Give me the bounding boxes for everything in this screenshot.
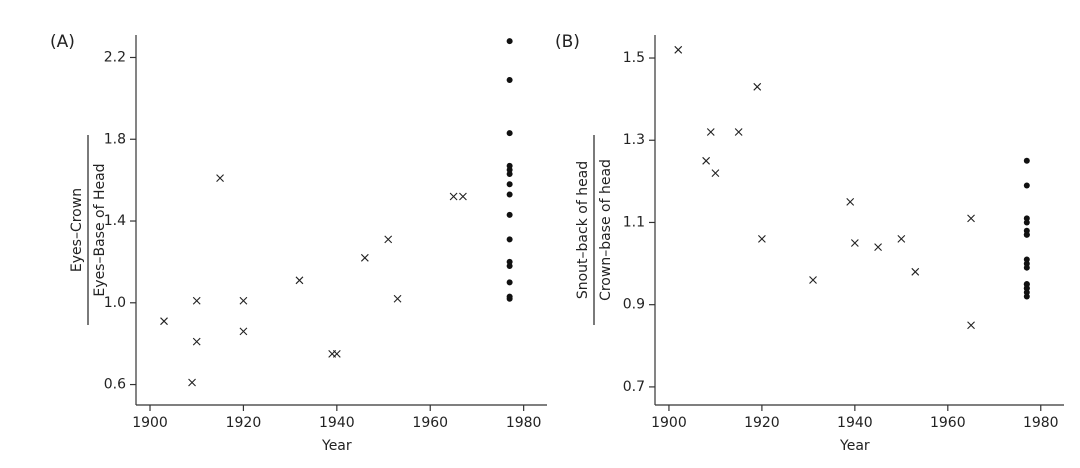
data-point: [1023, 227, 1030, 234]
data-point: [1023, 260, 1030, 267]
y-tick-label: 0.7: [623, 379, 645, 395]
data-point: [506, 191, 513, 198]
y-tick-label: 0.9: [623, 297, 645, 313]
x-tick-label: 1900: [651, 415, 687, 431]
data-point: [874, 243, 882, 252]
x-tick-label: 1980: [506, 415, 542, 431]
data-point: [216, 174, 224, 182]
data-point: [459, 192, 467, 201]
data-point: [911, 267, 920, 276]
x-tick-label: 1940: [837, 415, 873, 431]
data-point: [239, 327, 248, 336]
data-point: [1023, 157, 1030, 164]
data-point: [897, 235, 906, 243]
data-point: [734, 128, 743, 136]
data-point: [506, 130, 513, 137]
panel: (B) Year Snout–back of head Crown–base of h…: [555, 32, 1064, 454]
data-point: [1023, 289, 1030, 296]
data-point: [1023, 285, 1030, 292]
panel-label: (A): [50, 32, 75, 52]
data-point: [1023, 293, 1030, 300]
x-tick-label: 1960: [412, 415, 448, 431]
data-point: [192, 296, 201, 305]
y-tick-label: 0.6: [104, 377, 126, 393]
data-point: [758, 235, 766, 243]
y-label-numerator: Snout–back of head: [575, 161, 591, 299]
y-tick-label: 1.4: [104, 213, 126, 229]
data-point: [967, 321, 975, 330]
data-point: [674, 45, 683, 54]
data-point: [809, 276, 817, 284]
x-tick-label: 1940: [319, 415, 355, 431]
y-axis-label: Snout–back of head Crown–base of head: [575, 135, 614, 325]
y-label-numerator: Eyes–Crown: [69, 188, 85, 272]
data-point: [506, 171, 513, 178]
data-point: [449, 192, 458, 201]
panel-label: (B): [555, 32, 580, 52]
data-point: [506, 76, 513, 83]
data-point: [360, 253, 369, 262]
x-tick-label: 1920: [744, 415, 780, 431]
y-label-denominator: Eyes–Base of Head: [92, 163, 108, 296]
data-point: [506, 295, 513, 302]
data-point: [384, 235, 393, 244]
data-point: [506, 262, 513, 269]
x-axis-label: Year: [839, 438, 870, 454]
y-tick-label: 1.3: [623, 132, 645, 148]
data-point: [506, 181, 513, 188]
x-tick-label: 1920: [226, 415, 262, 431]
y-tick-label: 1.8: [104, 131, 126, 147]
data-point: [239, 296, 248, 305]
y-axis-label: Eyes–Crown Eyes–Base of Head: [69, 135, 108, 325]
data-point: [506, 236, 513, 243]
panel: (A) Year Eyes–Crown Eyes–Base of Head 0.6 1.0…: [50, 32, 547, 454]
data-point: [1023, 281, 1030, 288]
data-point: [332, 350, 341, 358]
data-point: [1023, 231, 1030, 238]
data-point: [192, 337, 201, 346]
data-point: [160, 317, 168, 326]
data-point: [295, 276, 304, 285]
data-point: [506, 38, 513, 45]
data-point: [1023, 219, 1030, 226]
x-axis-label: Year: [321, 438, 352, 454]
data-point: [753, 82, 762, 91]
data-point: [850, 239, 859, 247]
data-point: [188, 378, 196, 387]
y-tick-label: 1.1: [623, 214, 645, 230]
x-tick-label: 1980: [1023, 415, 1059, 431]
y-tick-label: 2.2: [104, 49, 126, 65]
data-point: [967, 214, 975, 223]
data-point: [846, 198, 855, 206]
y-tick-label: 1.0: [104, 295, 126, 311]
data-point: [1023, 264, 1030, 271]
y-label-denominator: Crown–base of head: [598, 159, 614, 301]
x-tick-label: 1960: [930, 415, 966, 431]
data-point: [506, 211, 513, 218]
data-point: [1023, 182, 1030, 189]
data-point: [702, 156, 711, 165]
data-point: [706, 128, 715, 136]
data-point: [711, 169, 720, 178]
y-tick-label: 1.5: [623, 50, 645, 66]
data-point: [1023, 215, 1030, 222]
data-point: [393, 294, 402, 303]
data-point: [506, 279, 513, 286]
x-tick-label: 1900: [132, 415, 168, 431]
data-point: [1023, 256, 1030, 263]
